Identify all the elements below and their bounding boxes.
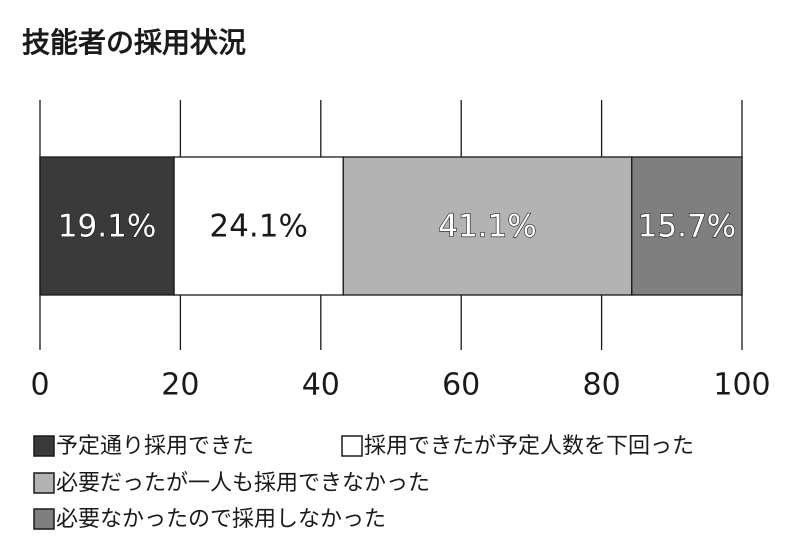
- value-label: 19.1%: [58, 209, 156, 245]
- legend-swatch: [33, 508, 55, 530]
- bar-segment: [631, 156, 743, 296]
- legend-swatch: [33, 472, 55, 494]
- value-label: 41.1%: [438, 209, 536, 245]
- legend-label: 必要なかったので採用しなかった: [56, 507, 386, 532]
- chart-title: 技能者の採用状況: [22, 26, 246, 59]
- legend-swatch: [341, 435, 363, 457]
- x-tick-label: 20: [161, 368, 199, 403]
- x-tick-label: 60: [442, 368, 480, 403]
- value-label: 15.7%: [638, 209, 736, 245]
- legend-label: 必要だったが一人も採用できなかった: [56, 471, 430, 496]
- bar-segment: [342, 156, 633, 296]
- bar-segment: [39, 156, 175, 296]
- x-tick-label: 80: [583, 368, 621, 403]
- value-label: 24.1%: [209, 209, 307, 245]
- legend-label: 採用できたが予定人数を下回った: [364, 434, 694, 459]
- legend-label: 予定通り採用できた: [56, 434, 254, 459]
- x-tick-label: 100: [713, 368, 770, 403]
- x-tick-label: 40: [302, 368, 340, 403]
- x-tick-label: 0: [30, 368, 49, 403]
- legend-swatch: [33, 435, 55, 457]
